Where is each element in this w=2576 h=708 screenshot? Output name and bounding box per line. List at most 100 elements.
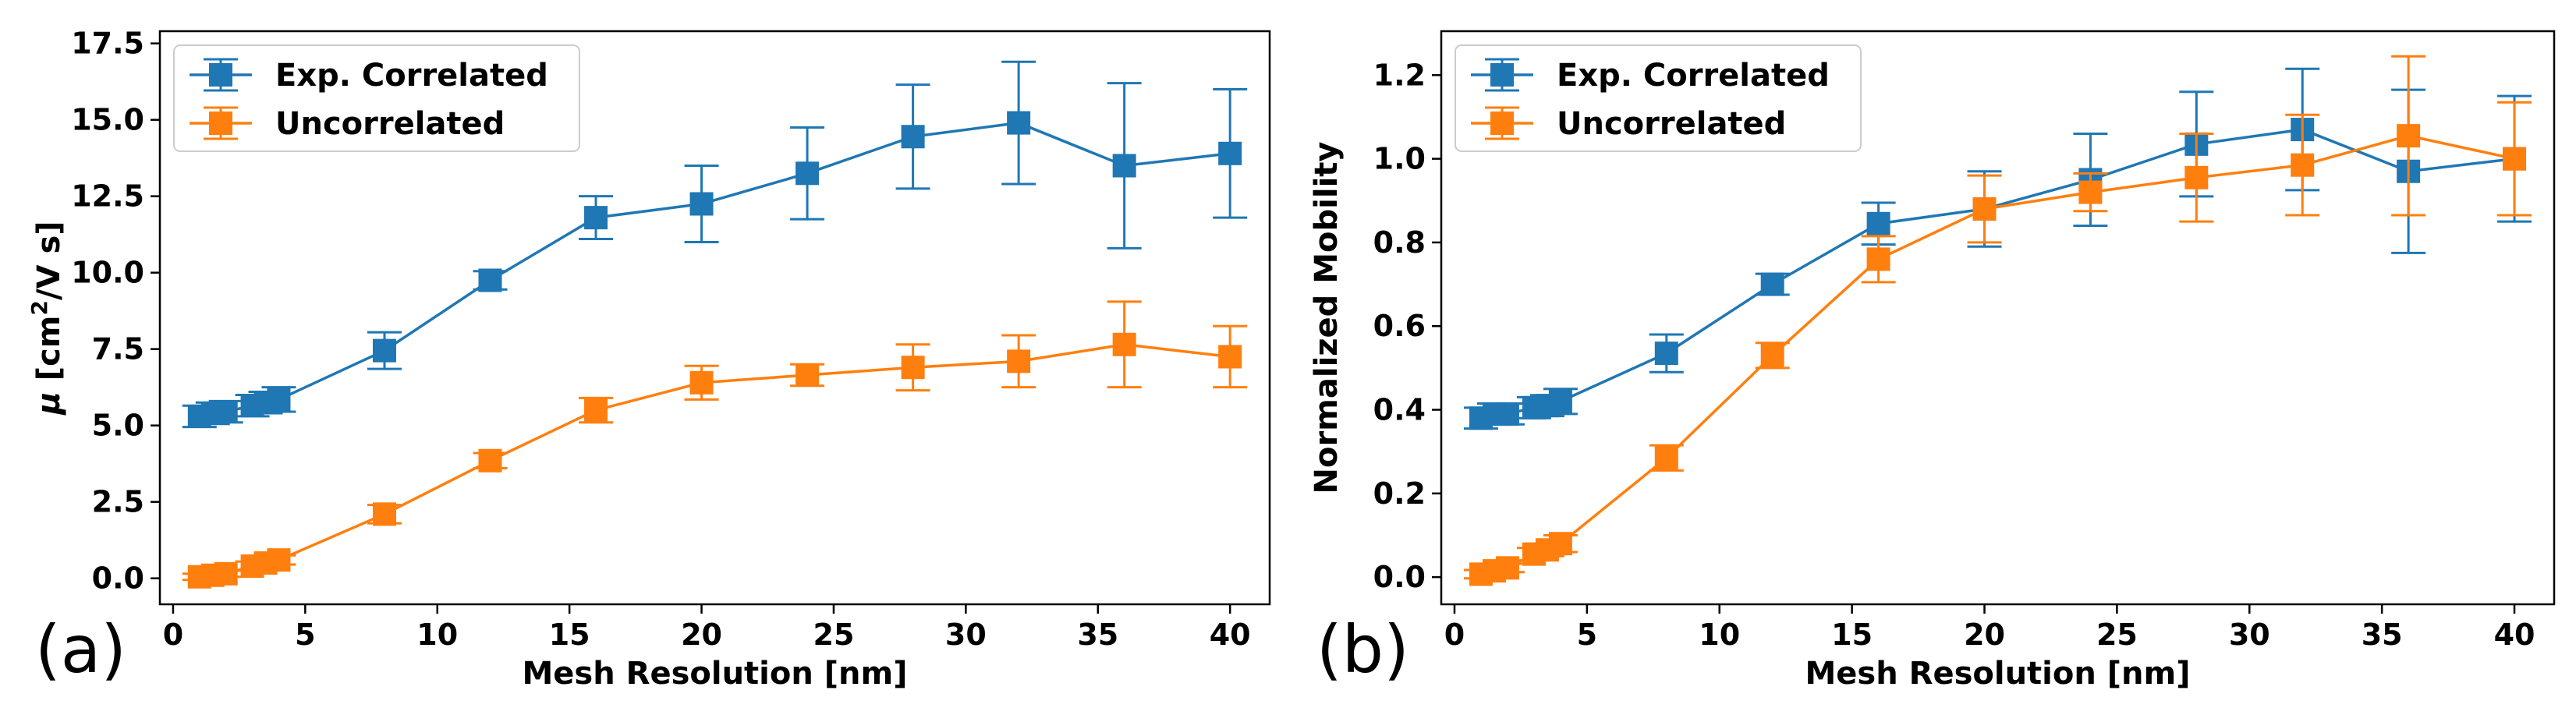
data-point [584, 206, 608, 230]
y-tick-label: 10.0 [71, 256, 144, 290]
panel-a: 0 5 10 15 20 25 30 35 40 0.0 2.5 5.0 7.5 10.0 12.5 15.0… [27, 27, 1271, 692]
data-point [1972, 197, 1997, 221]
x-tick-label: 5 [295, 618, 315, 652]
series-exp [182, 60, 1248, 429]
x-tick-label: 35 [1077, 618, 1118, 652]
data-point [2184, 165, 2209, 189]
data-point [214, 400, 238, 424]
y-tick-label: 1.0 [1373, 142, 1426, 176]
series-uncorr [182, 300, 1248, 589]
series-line [199, 121, 1231, 418]
data-point [901, 125, 925, 149]
series-line [199, 343, 1231, 579]
y-tick-label: 0.0 [1373, 560, 1426, 594]
data-point [2078, 180, 2103, 204]
data-point [1495, 556, 1519, 580]
data-point [1007, 349, 1031, 373]
series-line [1480, 134, 2515, 576]
data-point [1548, 389, 1572, 413]
y-label-superscript: 2 [27, 300, 52, 315]
y-axis-label: μ [cm2/V s] [27, 221, 67, 416]
data-point [1654, 342, 1678, 366]
data-point [267, 548, 291, 572]
x-tick-label: 5 [1577, 618, 1597, 652]
x-tick-label: 15 [1831, 618, 1873, 652]
data-point [689, 370, 714, 395]
data-point [1007, 111, 1031, 135]
series-line [1480, 128, 2515, 419]
legend: Exp. Correlated Uncorrelated [1455, 44, 1862, 152]
series-exp [1463, 67, 2532, 430]
data-point [478, 448, 502, 473]
legend-label: Exp. Correlated [275, 58, 548, 94]
plot-frame [158, 30, 1271, 606]
y-tick-label: 17.5 [71, 27, 144, 61]
y-tick-label: 0.0 [92, 561, 144, 596]
data-point [2397, 124, 2421, 148]
y-tick-label: 5.0 [92, 409, 144, 443]
y-label-unit-end: /V s] [31, 221, 67, 300]
x-tick-label: 40 [2494, 618, 2535, 652]
x-tick-label: 30 [945, 618, 987, 652]
y-tick-label: 2.5 [92, 485, 144, 519]
legend-box [1455, 44, 1862, 152]
legend-marker [1490, 112, 1514, 135]
data-point [1654, 446, 1678, 470]
data-point [372, 502, 396, 526]
x-tick-label: 10 [1699, 618, 1740, 652]
data-point [478, 268, 502, 292]
data-point [1495, 402, 1519, 426]
y-label-symbol: μ [31, 391, 67, 416]
panel-b: 0 5 10 15 20 25 30 35 40 0.0 0.2 0.4 0.6 0.8 1.0 1.2 Mes… [1309, 30, 2556, 692]
legend-marker [209, 63, 232, 87]
x-tick-label: 30 [2229, 618, 2270, 652]
legend-label: Uncorrelated [1557, 106, 1786, 142]
legend-box [173, 44, 580, 152]
panel-label: (a) [35, 611, 126, 688]
data-point [795, 161, 820, 186]
data-point [795, 363, 820, 387]
y-tick-label: 0.8 [1373, 225, 1426, 260]
legend: Exp. Correlated Uncorrelated [173, 44, 580, 152]
data-point [2291, 153, 2315, 177]
data-point [1866, 211, 1890, 235]
x-tick-label: 25 [2096, 618, 2138, 652]
data-point [1760, 343, 1784, 367]
x-tick-label: 20 [1964, 618, 2005, 652]
panel-label: (b) [1316, 611, 1409, 688]
x-tick-label: 40 [1210, 618, 1251, 652]
y-tick-label: 1.2 [1373, 58, 1426, 92]
y-tick-label: 12.5 [71, 179, 144, 214]
y-tick-label: 15.0 [71, 103, 144, 137]
x-axis-label: Mesh Resolution [nm] [523, 656, 908, 692]
x-tick-label: 0 [163, 618, 183, 652]
x-tick-label: 15 [549, 618, 590, 652]
x-tick-label: 20 [681, 618, 722, 652]
data-point [1112, 154, 1136, 178]
x-tick-label: 35 [2362, 618, 2403, 652]
data-point [901, 356, 925, 380]
data-point [1218, 345, 1242, 369]
data-point [1866, 247, 1890, 271]
data-point [372, 338, 396, 363]
data-point [1218, 141, 1242, 165]
x-tick-label: 0 [1444, 618, 1465, 652]
y-label-unit-start: [cm [31, 316, 67, 392]
data-point [584, 398, 608, 423]
y-tick-label: 0.6 [1373, 309, 1426, 343]
data-point [267, 388, 291, 412]
legend-label: Exp. Correlated [1557, 58, 1830, 94]
x-tick-label: 25 [813, 618, 855, 652]
legend-label: Uncorrelated [275, 106, 505, 142]
series-uncorr [1463, 55, 2532, 586]
data-point [2503, 147, 2527, 171]
data-point [1548, 532, 1572, 556]
legend-marker [1490, 63, 1514, 87]
plot-frame [1440, 30, 2556, 606]
y-axis-label: Normalized Mobility [1309, 142, 1345, 494]
x-axis-label: Mesh Resolution [nm] [1805, 656, 2191, 692]
y-tick-label: 0.4 [1373, 393, 1426, 427]
data-point [689, 192, 714, 216]
legend-marker [209, 112, 232, 135]
